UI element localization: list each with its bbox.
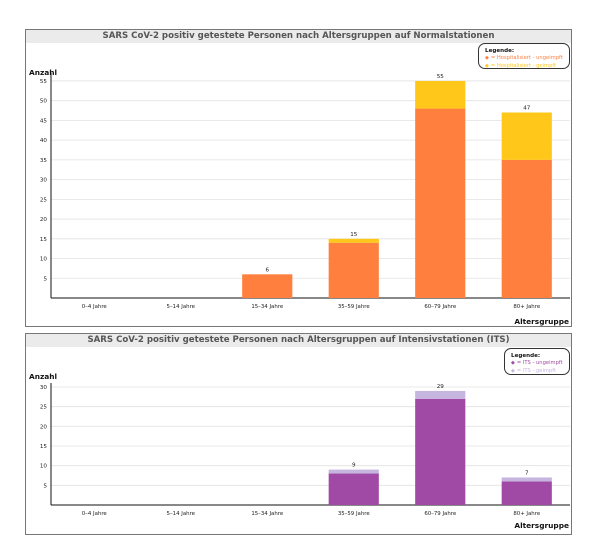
x-tick-label: 35–59 Jahre — [338, 511, 371, 517]
legend-item-ungeimpft: ◆ = Hospitalisiert - ungeimpft — [485, 55, 563, 63]
y-tick-label: 20 — [40, 217, 48, 223]
bar-total-label: 15 — [350, 232, 358, 238]
chart-panel-normalstationen: SARS CoV-2 positiv getestete Personen na… — [25, 29, 572, 327]
y-tick-label: 30 — [40, 178, 48, 184]
x-tick-label: 80+ Jahre — [513, 304, 540, 310]
bar-segment-geimpft — [501, 112, 552, 160]
y-axis-title: Anzahl — [29, 372, 57, 381]
y-axis-title: Anzahl — [29, 68, 57, 77]
bar-segment-ungeimpft — [501, 481, 552, 505]
legend-item-geimpft: ◆ = Hospitalisiert - geimpft — [485, 63, 563, 71]
chart-plot: 5 10 15 20 25 30 35 40 45 50 55 Anzahl Altersgruppe 0… — [29, 68, 570, 326]
y-tick-label: 45 — [40, 118, 48, 124]
legend-title: Legende: — [485, 48, 515, 54]
bar-segment-geimpft — [328, 238, 379, 243]
x-tick-label: 5–14 Jahre — [167, 304, 196, 310]
legend-label: = Hospitalisiert - ungeimpft — [490, 55, 563, 61]
bar-total-label: 7 — [525, 470, 529, 476]
legend-marker: ◆ — [511, 360, 515, 366]
y-tick-label: 10 — [40, 257, 48, 263]
legend-item-ungeimpft: ◆ = ITS - ungeimpft — [511, 360, 563, 368]
bar-segment-geimpft — [415, 390, 466, 399]
y-tick-label: 50 — [40, 99, 48, 105]
legend-title: Legende: — [511, 353, 541, 359]
x-tick-label: 15–34 Jahre — [251, 511, 284, 517]
chart-title: SARS CoV-2 positiv getestete Personen na… — [26, 334, 571, 347]
y-tick-label: 20 — [40, 424, 48, 430]
legend-item-geimpft: ◆ = ITS - geimpft — [511, 368, 563, 376]
bar-segment-geimpft — [415, 80, 466, 109]
x-tick-label: 60–79 Jahre — [424, 304, 457, 310]
x-axis-title: Altersgruppe — [514, 521, 569, 530]
bar-total-label: 6 — [265, 267, 269, 273]
legend-label: = ITS - ungeimpft — [516, 360, 563, 366]
legend-label: = ITS - geimpft — [516, 367, 557, 374]
legend-marker: ◆ — [511, 367, 515, 374]
x-tick-label: 80+ Jahre — [513, 511, 540, 517]
chart-panel-intensivstationen: SARS CoV-2 positiv getestete Personen na… — [25, 333, 572, 535]
x-tick-label: 0–4 Jahre — [82, 511, 108, 517]
y-tick-label: 25 — [40, 197, 48, 203]
legend-marker: ◆ — [485, 62, 489, 69]
bar-segment-ungeimpft — [415, 398, 466, 505]
bar-total-label: 29 — [437, 384, 445, 390]
bar-total-label: 47 — [523, 106, 531, 112]
bar-segment-geimpft — [328, 469, 379, 474]
x-tick-label: 5–14 Jahre — [167, 511, 196, 517]
legend-marker: ◆ — [485, 55, 489, 61]
bar-segment-geimpft — [501, 477, 552, 482]
bar-segment-ungeimpft — [501, 159, 552, 298]
y-tick-label: 10 — [40, 464, 48, 470]
y-tick-label: 15 — [40, 237, 48, 243]
y-tick-label: 55 — [40, 79, 48, 85]
chart-legend: Legende: ◆ = Hospitalisiert - ungeimpft ◆… — [478, 43, 570, 69]
x-tick-label: 15–34 Jahre — [251, 304, 284, 310]
y-tick-label: 35 — [40, 158, 48, 164]
y-tick-label: 5 — [43, 483, 47, 489]
x-tick-label: 60–79 Jahre — [424, 511, 457, 517]
bar-segment-ungeimpft — [328, 473, 379, 505]
chart-legend: Legende: ◆ = ITS - ungeimpft ◆ = ITS - gei… — [504, 348, 570, 375]
y-tick-label: 15 — [40, 444, 48, 450]
y-tick-label: 30 — [40, 385, 48, 391]
bar-total-label: 9 — [352, 463, 356, 469]
legend-label: = Hospitalisiert - geimpft — [490, 62, 557, 69]
x-tick-label: 0–4 Jahre — [82, 304, 108, 310]
x-axis-title: Altersgruppe — [514, 317, 569, 326]
y-tick-label: 25 — [40, 405, 48, 411]
bar-segment-ungeimpft — [415, 108, 466, 298]
chart-title: SARS CoV-2 positiv getestete Personen na… — [26, 30, 571, 43]
y-tick-label: 40 — [40, 138, 48, 144]
y-tick-label: 5 — [43, 276, 47, 282]
bar-segment-ungeimpft — [328, 242, 379, 298]
bar-segment-ungeimpft — [242, 274, 293, 298]
x-tick-label: 35–59 Jahre — [338, 304, 371, 310]
bar-total-label: 55 — [437, 74, 445, 80]
chart-plot: 5 10 15 20 25 30 Anzahl Altersgruppe 0–4 Jahre 5–… — [29, 372, 570, 530]
